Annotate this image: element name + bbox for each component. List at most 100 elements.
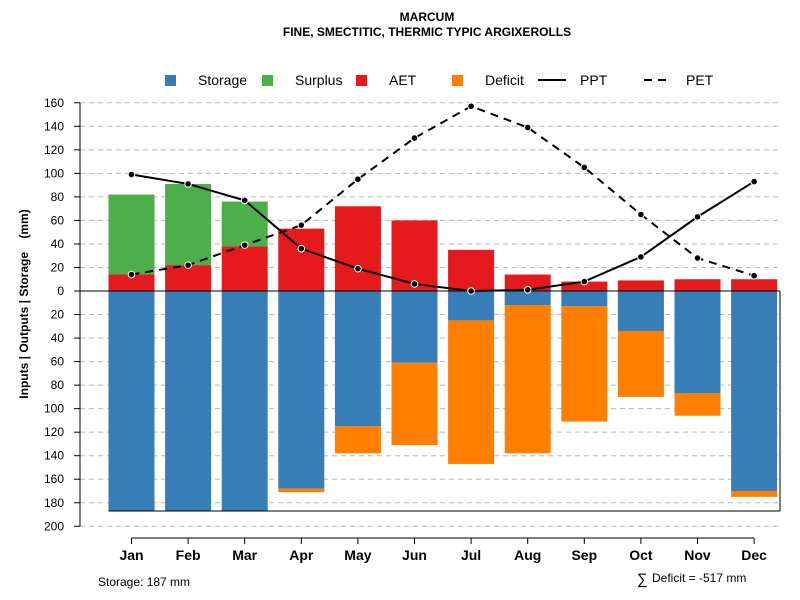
deficit-bar xyxy=(334,426,381,454)
y-axis-label: Inputs | Outputs | Storage (mm) xyxy=(17,209,31,398)
x-tick-label: Jul xyxy=(461,547,481,563)
storage-bar xyxy=(504,291,551,306)
ppt-point xyxy=(580,277,589,286)
y-tick-label: 120 xyxy=(44,425,64,439)
lines xyxy=(127,102,758,295)
legend-swatch xyxy=(165,75,176,86)
ppt-point xyxy=(240,196,249,205)
legend-swatch xyxy=(262,75,273,86)
ppt-point xyxy=(523,286,532,294)
storage-note: Storage: 187 mm xyxy=(98,575,190,589)
aet-bar xyxy=(165,265,212,291)
chart-title: MARCUM xyxy=(400,10,455,24)
legend-label: PPT xyxy=(580,72,608,88)
aet-bar xyxy=(334,206,381,291)
y-tick-label: 20 xyxy=(51,260,65,274)
x-tick-label: May xyxy=(344,547,371,563)
pet-point xyxy=(580,163,589,172)
pet-point xyxy=(750,271,758,280)
x-tick-label: Sep xyxy=(571,547,597,563)
y-tick-label: 100 xyxy=(44,402,64,416)
pet-point xyxy=(523,123,532,132)
ppt-line xyxy=(131,173,755,293)
ppt-point xyxy=(297,244,306,253)
aet-bar xyxy=(561,281,608,291)
y-tick-label: 40 xyxy=(51,331,65,345)
y-tick-label: 100 xyxy=(44,166,64,180)
x-axis: Jan Feb Mar Apr May Jun Jul Aug Sep Oct Nov Dec xyxy=(119,537,767,563)
legend-swatch xyxy=(452,75,463,86)
legend-label: PET xyxy=(686,72,714,88)
ppt-point xyxy=(637,253,645,261)
x-tick-label: Mar xyxy=(232,547,257,563)
storage-bar xyxy=(674,291,721,394)
y-tick-label: 60 xyxy=(51,213,65,227)
deficit-bar xyxy=(731,491,778,497)
storage-bar xyxy=(108,291,155,512)
pet-point xyxy=(410,134,419,142)
deficit-bar xyxy=(561,306,608,422)
x-tick-label: Nov xyxy=(684,547,711,563)
legend-label: Surplus xyxy=(295,72,342,88)
x-tick-label: Apr xyxy=(289,547,314,563)
ppt-point xyxy=(184,180,192,188)
surplus-bar xyxy=(165,183,212,266)
surplus-bar xyxy=(108,194,155,275)
y-tick-label: 160 xyxy=(44,472,64,486)
pet-point xyxy=(184,261,192,269)
deficit-bar xyxy=(448,320,495,464)
y-tick-label: 120 xyxy=(44,143,64,157)
storage-bar xyxy=(221,291,268,512)
y-tick-label: 80 xyxy=(51,378,65,392)
deficit-bar xyxy=(391,362,438,446)
storage-bar xyxy=(391,291,438,363)
ppt-point xyxy=(127,170,136,179)
x-tick-label: Jan xyxy=(119,547,143,563)
pet-point xyxy=(637,210,645,219)
y-tick-label: 60 xyxy=(51,355,65,369)
x-tick-label: Feb xyxy=(176,547,201,563)
aet-bar xyxy=(108,274,155,291)
pet-point xyxy=(354,175,362,184)
legend-label: Storage xyxy=(198,72,247,88)
storage-bar xyxy=(165,291,212,512)
legend-label: Deficit xyxy=(485,72,524,88)
x-tick-label: Jun xyxy=(402,547,427,563)
storage-bar xyxy=(334,291,381,427)
y-tick-label: 160 xyxy=(44,96,64,110)
aet-bar xyxy=(504,274,551,291)
y-axis: 1601401201008060402002040608010012014016… xyxy=(44,96,81,533)
legend-label: AET xyxy=(389,72,417,88)
storage-bar xyxy=(561,291,608,307)
legend: Storage Surplus AET Deficit PPT PET xyxy=(165,72,714,88)
deficit-bar xyxy=(617,331,664,397)
pet-point xyxy=(297,221,306,229)
legend-swatch xyxy=(356,75,367,86)
ppt-point xyxy=(354,264,362,273)
pet-line xyxy=(131,105,755,277)
ppt-point xyxy=(693,213,702,221)
storage-bar xyxy=(278,291,325,489)
aet-bar xyxy=(221,246,268,291)
y-tick-label: 0 xyxy=(57,284,64,298)
bars xyxy=(80,183,781,512)
aet-bar xyxy=(731,279,778,291)
y-tick-label: 180 xyxy=(44,496,64,510)
y-tick-label: 140 xyxy=(44,449,64,463)
chart-subtitle: FINE, SMECTITIC, THERMIC TYPIC ARGIXEROL… xyxy=(283,25,571,39)
aet-bar xyxy=(278,228,325,291)
y-tick-label: 40 xyxy=(51,237,65,251)
ppt-point xyxy=(410,280,419,288)
aet-bar xyxy=(674,279,721,291)
y-tick-label: 80 xyxy=(51,190,65,204)
x-tick-label: Oct xyxy=(629,547,653,563)
storage-bar xyxy=(731,291,778,492)
pet-point xyxy=(127,270,136,279)
aet-bar xyxy=(617,280,664,291)
ppt-point xyxy=(467,287,475,295)
x-tick-label: Dec xyxy=(741,547,767,563)
deficit-note: Deficit = -517 mm xyxy=(652,571,746,585)
pet-point xyxy=(240,241,249,249)
aet-bar xyxy=(448,249,495,291)
